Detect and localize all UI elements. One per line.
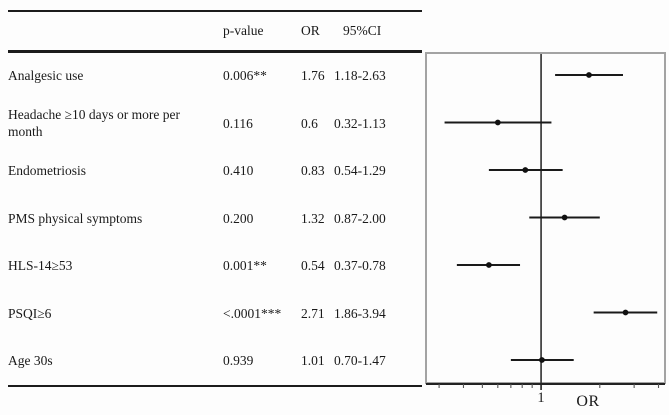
table-header-rule — [8, 50, 422, 53]
row-or: 1.32 — [301, 210, 325, 226]
row-or: 0.6 — [301, 115, 318, 131]
row-p-value: 0.410 — [223, 163, 254, 179]
table-row: Endometriosis 0.410 0.83 0.54-1.29 — [0, 147, 422, 195]
forest-plot-panel — [425, 52, 666, 392]
table-row: HLS-14≥53 0.001** 0.54 0.37-0.78 — [0, 242, 422, 290]
or-point — [586, 72, 592, 78]
table-top-rule — [8, 10, 422, 12]
table-bottom-rule — [8, 385, 422, 387]
row-ci: 0.32-1.13 — [334, 115, 386, 131]
or-point — [539, 357, 545, 363]
row-label: Analgesic use — [8, 68, 84, 84]
table-row: Analgesic use 0.006** 1.76 1.18-2.63 — [0, 52, 422, 100]
row-label: Endometriosis — [8, 163, 86, 179]
table-row: PSQI≥6 <.0001*** 2.71 1.86-3.94 — [0, 290, 422, 338]
row-ci: 0.54-1.29 — [334, 163, 386, 179]
row-or: 1.76 — [301, 68, 325, 84]
row-ci: 0.87-2.00 — [334, 210, 386, 226]
row-label: PMS physical symptoms — [8, 210, 143, 226]
row-or: 0.54 — [301, 258, 325, 274]
header-or: OR — [301, 23, 320, 39]
row-label: Age 30s — [8, 353, 53, 369]
row-ci: 0.37-0.78 — [334, 258, 386, 274]
header-ci: 95%CI — [343, 23, 382, 39]
row-p-value: 0.200 — [223, 210, 254, 226]
forest-plot-svg — [425, 52, 666, 390]
table-row: PMS physical symptoms 0.200 1.32 0.87-2.… — [0, 195, 422, 243]
x-axis-tick-label-1: 1 — [537, 390, 545, 406]
row-p-value: 0.116 — [223, 115, 253, 131]
row-p-value: <.0001*** — [223, 305, 282, 321]
table-body: Analgesic use 0.006** 1.76 1.18-2.63 Hea… — [0, 52, 422, 386]
row-p-value: 0.001** — [223, 258, 267, 274]
row-or: 2.71 — [301, 305, 325, 321]
or-point — [485, 262, 492, 268]
header-p-value: p-value — [223, 23, 264, 39]
table-header-row: p-value OR 95%CI — [0, 12, 422, 50]
row-p-value: 0.006** — [223, 68, 267, 84]
or-point — [561, 214, 568, 221]
row-ci: 1.18-2.63 — [334, 68, 386, 84]
row-label: HLS-14≥53 — [8, 258, 73, 274]
or-point — [522, 167, 529, 173]
or-point — [622, 309, 629, 316]
row-p-value: 0.939 — [223, 353, 254, 369]
row-ci: 1.86-3.94 — [334, 305, 386, 321]
x-axis-title-or: OR — [576, 393, 600, 410]
row-label: Headache ≥10 days or more per month — [8, 107, 180, 140]
row-or: 0.83 — [301, 163, 325, 179]
table-row: Age 30s 0.939 1.01 0.70-1.47 — [0, 337, 422, 385]
table-row: Headache ≥10 days or more per month 0.11… — [0, 100, 422, 148]
or-point — [494, 119, 501, 126]
row-or: 1.01 — [301, 353, 325, 369]
row-ci: 0.70-1.47 — [334, 353, 386, 369]
row-label: PSQI≥6 — [8, 305, 52, 321]
